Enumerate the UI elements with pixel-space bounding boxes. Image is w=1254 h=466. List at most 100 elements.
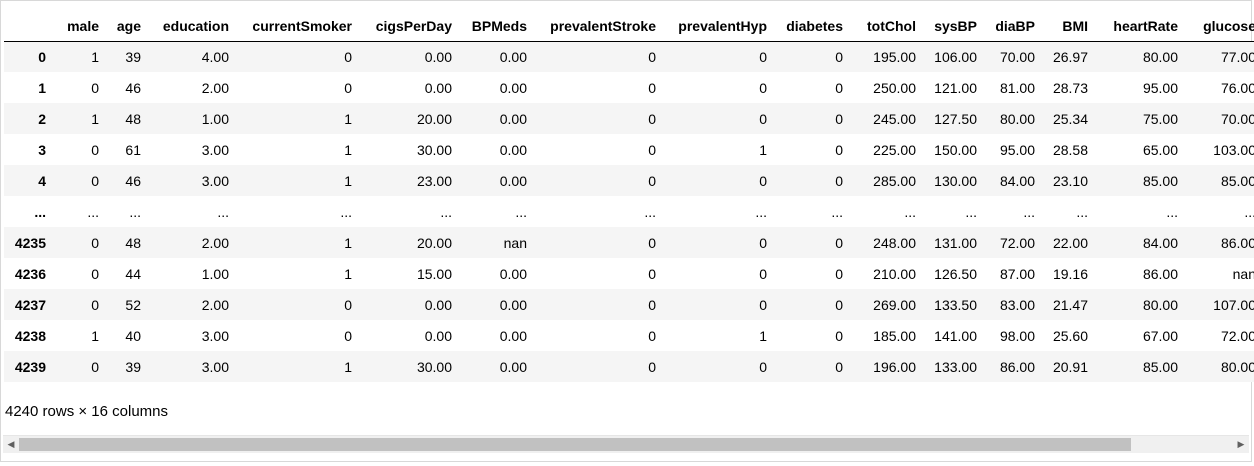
table-cell: 245.00	[873, 110, 916, 127]
table-cell: 80.00	[1220, 358, 1254, 375]
table-cell: 0	[344, 327, 352, 344]
column-header-prevalentstroke: prevalentStroke	[535, 11, 664, 42]
scroll-left-arrow-icon[interactable]: ◀	[7, 439, 15, 449]
index-header	[4, 11, 54, 42]
table-row: 0 1 39 4.00 0 0.00 0.00 0 0 0 195.00 106.00 70.00 26.…	[4, 41, 1254, 72]
table-row: 4238 1 40 3.00 0 0.00 0.00 0 1 0 185.00 141.00 98.00…	[4, 320, 1254, 351]
table-cell: 0	[344, 48, 352, 65]
table-cell: ...	[1076, 203, 1088, 220]
horizontal-scrollbar[interactable]: ◀ ▶	[3, 435, 1249, 453]
scroll-right-arrow-icon[interactable]: ▶	[1237, 439, 1245, 449]
table-cell: 150.00	[934, 141, 977, 158]
table-cell: 2.00	[201, 296, 229, 313]
table-cell: 1.00	[201, 265, 229, 282]
table-cell: 70.00	[1220, 110, 1254, 127]
table-cell: 20.91	[1052, 358, 1088, 375]
table-cell: 210.00	[873, 265, 916, 282]
table-cell: 77.00	[1220, 48, 1254, 65]
table-cell: 0.00	[499, 48, 527, 65]
row-index: ...	[34, 203, 46, 220]
table-body: 0 1 39 4.00 0 0.00 0.00 0 0 0 195.00 106.00 70.00 26.…	[4, 41, 1254, 382]
table-cell: 0	[648, 48, 656, 65]
table-row: 4 0 46 3.00 1 23.00 0.00 0 0 0 285.00 130.00 84.00 23…	[4, 165, 1254, 196]
table-cell: 80.00	[1142, 296, 1178, 313]
table-cell: 0	[648, 327, 656, 344]
table-cell: 70.00	[999, 48, 1035, 65]
table-cell: 95.00	[999, 141, 1035, 158]
table-cell: 0.00	[424, 48, 452, 65]
table-cell: 0	[759, 358, 767, 375]
table-cell: 22.00	[1052, 234, 1088, 251]
table-cell: 0	[835, 110, 843, 127]
table-cell: 0	[91, 141, 99, 158]
table-cell: ...	[515, 203, 527, 220]
table-row: 3 0 61 3.00 1 30.00 0.00 0 1 0 225.00 150.00 95.00 28…	[4, 134, 1254, 165]
table-cell: 30.00	[416, 358, 452, 375]
table-cell: ...	[1023, 203, 1035, 220]
table-cell: 84.00	[1142, 234, 1178, 251]
table-cell: 83.00	[999, 296, 1035, 313]
table-cell: 1	[91, 110, 99, 127]
table-cell: 103.00	[1213, 141, 1254, 158]
table-cell: 225.00	[873, 141, 916, 158]
table-cell: 0	[91, 358, 99, 375]
table-cell: 195.00	[873, 48, 916, 65]
table-cell: 196.00	[873, 358, 916, 375]
table-cell: 23.00	[416, 172, 452, 189]
table-cell: 23.10	[1052, 172, 1088, 189]
table-cell: 107.00	[1213, 296, 1254, 313]
table-cell: 44	[125, 265, 141, 282]
table-cell: 2.00	[201, 234, 229, 251]
table-cell: 1	[759, 141, 767, 158]
table-cell: 3.00	[201, 327, 229, 344]
table-cell: 0	[648, 358, 656, 375]
table-cell: 46	[125, 79, 141, 96]
table-cell: 1	[344, 141, 352, 158]
table-cell: 75.00	[1142, 110, 1178, 127]
table-cell: 130.00	[934, 172, 977, 189]
table-cell: ...	[440, 203, 452, 220]
row-index: 4239	[14, 358, 46, 375]
table-cell: nan	[1232, 265, 1254, 282]
table-cell: 0	[835, 172, 843, 189]
table-cell: ...	[1244, 203, 1254, 220]
table-cell: 1	[344, 172, 352, 189]
table-cell: 0	[759, 172, 767, 189]
table-cell: 26.97	[1052, 48, 1088, 65]
table-cell: 0	[759, 234, 767, 251]
table-cell: 67.00	[1142, 327, 1178, 344]
table-cell: 0	[835, 296, 843, 313]
row-index: 4236	[14, 265, 46, 282]
table-cell: 19.16	[1052, 265, 1088, 282]
table-cell: 0	[759, 265, 767, 282]
table-cell: 0	[648, 141, 656, 158]
column-header-bmi: BMI	[1043, 11, 1096, 42]
table-cell: 285.00	[873, 172, 916, 189]
table-cell: 85.00	[1142, 358, 1178, 375]
table-cell: 48	[125, 234, 141, 251]
table-cell: 1	[344, 234, 352, 251]
table-cell: 3.00	[201, 141, 229, 158]
table-cell: 1	[91, 48, 99, 65]
table-cell: ...	[129, 203, 141, 220]
column-header-heartrate: heartRate	[1096, 11, 1186, 42]
table-cell: 25.34	[1052, 110, 1088, 127]
table-cell: 0	[648, 296, 656, 313]
table-row: 4236 0 44 1.00 1 15.00 0.00 0 0 0 210.00 126.50 87.0…	[4, 258, 1254, 289]
table-cell: 20.00	[416, 234, 452, 251]
table-cell: 0.00	[499, 141, 527, 158]
table-cell: 0	[344, 79, 352, 96]
table-cell: ...	[965, 203, 977, 220]
table-cell: 98.00	[999, 327, 1035, 344]
scrollbar-thumb[interactable]	[19, 438, 1131, 451]
table-cell: 61	[125, 141, 141, 158]
table-cell: 0.00	[499, 296, 527, 313]
row-index: 4237	[14, 296, 46, 313]
table-cell: 250.00	[873, 79, 916, 96]
table-cell: 28.73	[1052, 79, 1088, 96]
table-cell: 1	[344, 358, 352, 375]
row-index: 1	[38, 79, 46, 96]
table-cell: 0	[835, 327, 843, 344]
table-cell: 0	[759, 110, 767, 127]
table-cell: 30.00	[416, 141, 452, 158]
